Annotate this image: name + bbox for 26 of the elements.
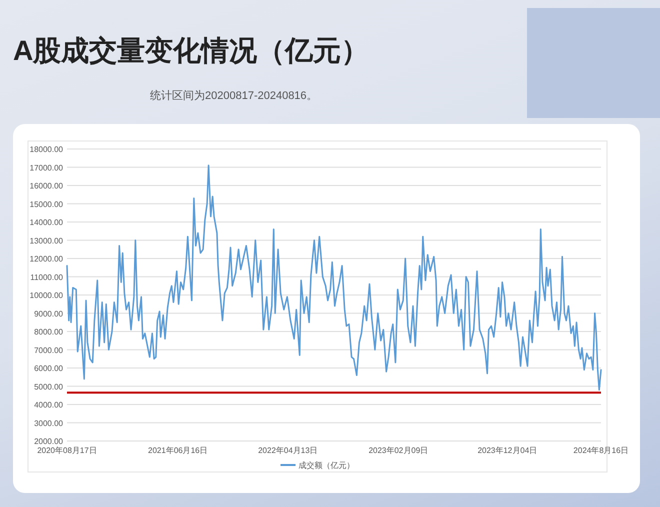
y-tick-label: 7000.00	[34, 346, 64, 355]
y-tick-label: 9000.00	[34, 309, 64, 318]
y-tick-label: 2000.00	[34, 437, 64, 446]
y-tick-label: 14000.00	[30, 218, 64, 227]
y-tick-label: 6000.00	[34, 364, 64, 373]
y-tick-label: 17000.00	[30, 163, 64, 172]
x-tick-label: 2021年06月16日	[148, 446, 208, 455]
y-tick-label: 8000.00	[34, 328, 64, 336]
x-tick-label: 2023年12月04日	[478, 446, 538, 455]
x-tick-label: 2022年04月13日	[258, 446, 318, 455]
y-tick-label: 12000.00	[30, 254, 64, 264]
chart-title: A股成交量变化情况（亿元）	[13, 35, 370, 66]
y-tick-label: 13000.00	[30, 236, 64, 246]
y-tick-label: 16000.00	[30, 182, 64, 190]
y-tick-label: 10000.00	[30, 291, 64, 300]
y-tick-label: 18000.00	[30, 145, 64, 154]
y-tick-label: 11000.00	[30, 272, 64, 282]
y-tick-label: 4000.00	[34, 400, 64, 410]
legend-label: 成交额（亿元）	[298, 461, 354, 470]
y-tick-label: 15000.00	[30, 200, 64, 209]
x-tick-label: 2023年02月09日	[368, 446, 428, 455]
x-tick-label: 2020年08月17日	[37, 446, 97, 455]
y-tick-label: 5000.00	[34, 382, 64, 392]
x-tick-label: 2024年8月16日	[573, 446, 629, 455]
y-tick-label: 3000.00	[34, 418, 64, 428]
chart-subtitle: 统计区间为20200817-20240816。	[150, 89, 318, 102]
